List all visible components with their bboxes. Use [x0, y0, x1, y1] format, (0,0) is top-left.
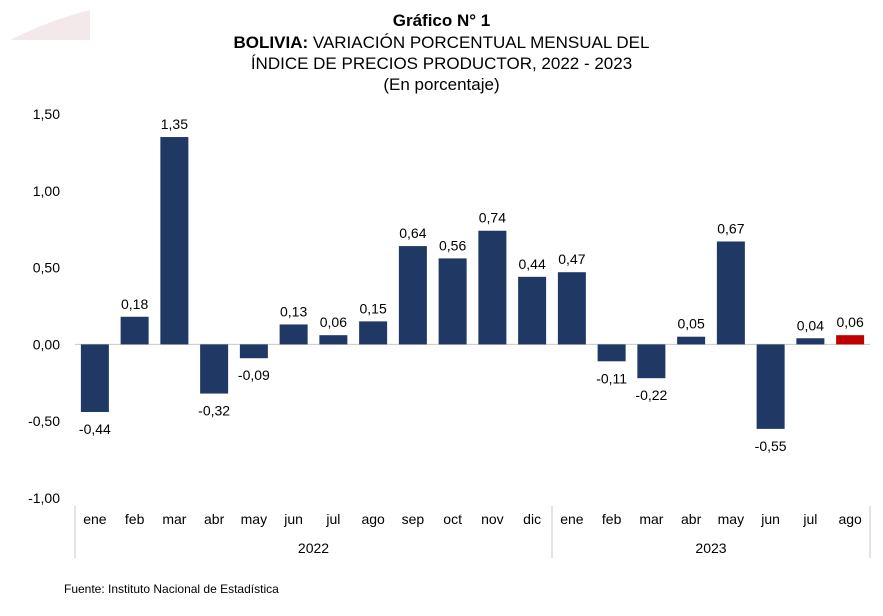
x-tick-label: sep [402, 511, 425, 527]
chart-title-line-1: BOLIVIA: VARIACIÓN PORCENTUAL MENSUAL DE… [0, 32, 883, 53]
x-tick-label: mar [162, 511, 186, 527]
data-label: 0,15 [360, 300, 387, 316]
chart-number: Gráfico N° 1 [392, 11, 491, 30]
source-note: Fuente: Instituto Nacional de Estadístic… [64, 582, 279, 596]
bar [359, 321, 388, 345]
bar [80, 344, 109, 412]
x-tick-label: nov [481, 511, 504, 527]
chart-title-country: BOLIVIA: [233, 33, 309, 52]
x-tick-label: jun [760, 511, 780, 527]
bar [478, 230, 507, 345]
data-label: -0,55 [755, 438, 787, 454]
x-tick-label: ago [361, 511, 385, 527]
chart-title-line-1-rest: VARIACIÓN PORCENTUAL MENSUAL DEL [308, 33, 650, 52]
bar [518, 276, 547, 345]
year-group-label: 2023 [695, 540, 726, 556]
x-tick-label: jul [325, 511, 340, 527]
x-tick-label: ago [838, 511, 862, 527]
bar [637, 344, 666, 379]
data-label: 0,06 [320, 314, 347, 330]
bar [120, 316, 149, 345]
data-label: 0,64 [399, 225, 426, 241]
bar [160, 137, 189, 345]
data-label: -0,32 [198, 403, 230, 419]
x-tick-label: may [241, 511, 267, 527]
y-tick-label: 0,50 [33, 260, 60, 276]
data-label: 0,56 [439, 237, 466, 253]
corner-decoration [10, 10, 90, 40]
bar [597, 344, 626, 362]
x-tick-label: oct [443, 511, 462, 527]
x-tick-label: feb [125, 511, 145, 527]
bar [756, 344, 785, 429]
data-label: 0,04 [797, 317, 824, 333]
y-tick-label: 1,00 [33, 183, 60, 199]
bar [557, 272, 586, 345]
data-label: -0,09 [238, 367, 270, 383]
y-tick-label: -1,00 [28, 490, 60, 506]
data-label: 0,67 [717, 220, 744, 236]
x-tick-label: jun [283, 511, 303, 527]
x-tick-label: dic [523, 511, 541, 527]
data-label: 0,05 [678, 316, 705, 332]
data-label: 0,47 [558, 251, 585, 267]
data-label: 0,13 [280, 303, 307, 319]
x-tick-label: mar [639, 511, 663, 527]
bar [716, 241, 745, 345]
data-label: 0,18 [121, 296, 148, 312]
x-tick-label: abr [681, 511, 702, 527]
data-label: 0,74 [479, 210, 506, 226]
bar [836, 335, 865, 345]
x-tick-label: ene [560, 511, 584, 527]
chart-title-block: Gráfico N° 1 BOLIVIA: VARIACIÓN PORCENTU… [0, 10, 883, 95]
bar [239, 344, 268, 359]
x-tick-label: may [718, 511, 744, 527]
bar [319, 335, 348, 345]
bar [279, 324, 308, 345]
data-label: 1,35 [161, 116, 188, 132]
x-tick-label: jul [802, 511, 817, 527]
bar [796, 338, 825, 345]
y-tick-label: -0,50 [28, 413, 60, 429]
x-tick-label: abr [204, 511, 225, 527]
bar [438, 258, 467, 345]
chart-subtitle: (En porcentaje) [383, 75, 500, 94]
y-tick-label: 0,00 [33, 336, 60, 352]
bar [677, 336, 706, 345]
chart-title-line-2: ÍNDICE DE PRECIOS PRODUCTOR, 2022 - 2023 [250, 54, 633, 73]
data-label: -0,11 [596, 370, 627, 386]
data-label: 0,44 [519, 256, 546, 272]
bar [398, 246, 427, 345]
x-tick-label: ene [83, 511, 107, 527]
data-label: -0,22 [635, 387, 667, 403]
year-group-label: 2022 [298, 540, 329, 556]
data-label: 0,06 [837, 314, 864, 330]
data-label: -0,44 [79, 421, 111, 437]
y-tick-label: 1,50 [33, 106, 60, 122]
x-tick-label: feb [602, 511, 622, 527]
bar [200, 344, 229, 394]
